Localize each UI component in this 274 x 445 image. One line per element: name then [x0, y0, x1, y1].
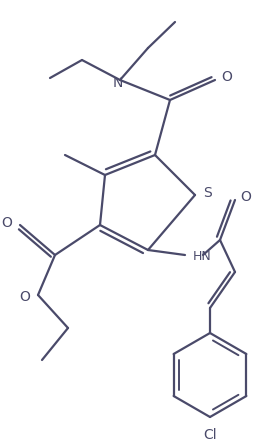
Text: N: N — [113, 76, 123, 90]
Text: S: S — [203, 186, 211, 200]
Text: O: O — [2, 216, 12, 230]
Text: Cl: Cl — [203, 428, 217, 442]
Text: O: O — [19, 290, 30, 304]
Text: O: O — [222, 70, 232, 84]
Text: HN: HN — [193, 251, 212, 263]
Text: O: O — [241, 190, 252, 204]
